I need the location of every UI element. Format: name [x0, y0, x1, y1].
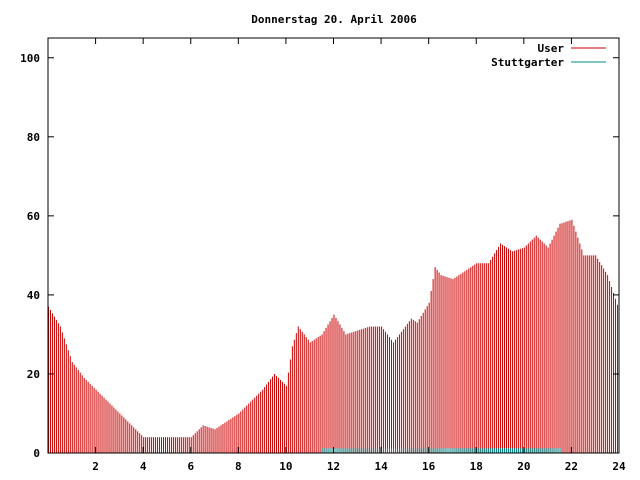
- y-tick-label: 100: [20, 52, 40, 65]
- x-tick-label: 14: [374, 460, 388, 473]
- x-tick-label: 24: [612, 460, 626, 473]
- x-tick-label: 20: [517, 460, 530, 473]
- x-tick-label: 2: [92, 460, 99, 473]
- y-tick-label: 40: [27, 289, 40, 302]
- y-axis: 0 20 40 60 80 100: [20, 52, 619, 460]
- legend: User Stuttgarter: [491, 42, 606, 69]
- x-tick-label: 8: [235, 460, 242, 473]
- y-tick-label: 0: [33, 447, 40, 460]
- legend-label-stuttgarter: Stuttgarter: [491, 56, 564, 69]
- x-tick-label: 12: [327, 460, 340, 473]
- stuttgarter-series: [321, 448, 561, 453]
- x-tick-label: 10: [279, 460, 292, 473]
- y-tick-label: 20: [27, 368, 40, 381]
- y-tick-label: 80: [27, 131, 40, 144]
- bars-layer: [48, 219, 619, 453]
- x-tick-label: 22: [565, 460, 578, 473]
- legend-label-user: User: [538, 42, 565, 55]
- x-tick-label: 4: [140, 460, 147, 473]
- chart-title: Donnerstag 20. April 2006: [251, 13, 417, 26]
- x-axis: 2 4 6 8 10 12 14 16 18 20 22 24: [92, 38, 626, 473]
- x-tick-label: 6: [187, 460, 194, 473]
- y-tick-label: 60: [27, 210, 40, 223]
- x-tick-label: 18: [470, 460, 483, 473]
- x-tick-label: 16: [422, 460, 436, 473]
